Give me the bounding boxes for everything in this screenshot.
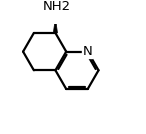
Text: NH2: NH2 xyxy=(42,0,71,13)
Text: N: N xyxy=(83,45,93,58)
Polygon shape xyxy=(53,17,58,33)
